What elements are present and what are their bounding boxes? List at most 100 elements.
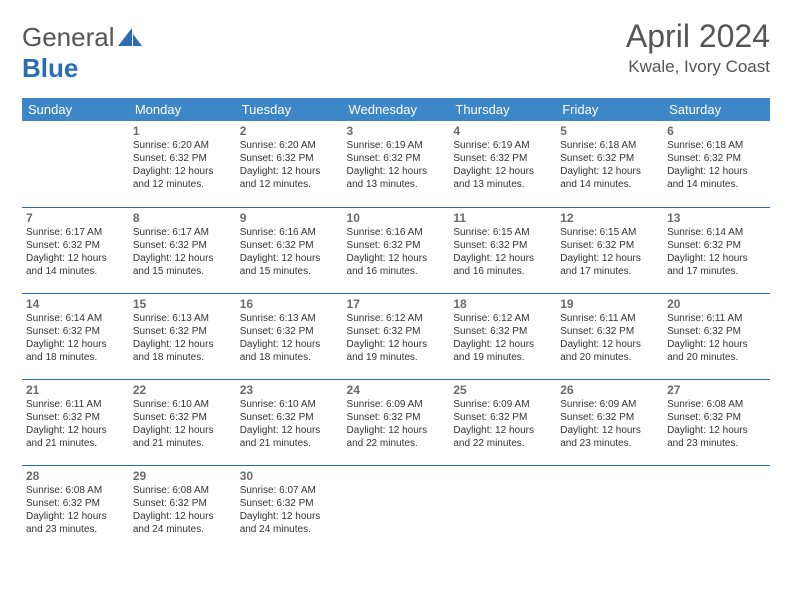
calendar-day-cell: 28Sunrise: 6:08 AMSunset: 6:32 PMDayligh… [22, 465, 129, 551]
day-number: 11 [453, 211, 552, 225]
brand-part2: Blue [22, 53, 78, 83]
sunset-label: Sunset: 6:32 PM [133, 411, 232, 424]
calendar-week-row: 21Sunrise: 6:11 AMSunset: 6:32 PMDayligh… [22, 379, 770, 465]
weekday-header: Saturday [663, 98, 770, 121]
sunrise-label: Sunrise: 6:16 AM [240, 226, 339, 239]
sunset-label: Sunset: 6:32 PM [453, 239, 552, 252]
sunrise-label: Sunrise: 6:11 AM [26, 398, 125, 411]
daylight-label: Daylight: 12 hours and 22 minutes. [453, 424, 552, 450]
sunset-label: Sunset: 6:32 PM [26, 497, 125, 510]
calendar-day-cell: 17Sunrise: 6:12 AMSunset: 6:32 PMDayligh… [343, 293, 450, 379]
sunrise-label: Sunrise: 6:14 AM [667, 226, 766, 239]
calendar-day-cell: 16Sunrise: 6:13 AMSunset: 6:32 PMDayligh… [236, 293, 343, 379]
sunrise-label: Sunrise: 6:13 AM [133, 312, 232, 325]
calendar-day-cell: 12Sunrise: 6:15 AMSunset: 6:32 PMDayligh… [556, 207, 663, 293]
daylight-label: Daylight: 12 hours and 24 minutes. [240, 510, 339, 536]
weekday-header: Wednesday [343, 98, 450, 121]
calendar-day-cell: 2Sunrise: 6:20 AMSunset: 6:32 PMDaylight… [236, 121, 343, 207]
day-number: 2 [240, 124, 339, 138]
weekday-header: Sunday [22, 98, 129, 121]
sunrise-label: Sunrise: 6:11 AM [560, 312, 659, 325]
calendar-day-cell: 7Sunrise: 6:17 AMSunset: 6:32 PMDaylight… [22, 207, 129, 293]
day-number: 27 [667, 383, 766, 397]
sunrise-label: Sunrise: 6:16 AM [347, 226, 446, 239]
calendar-day-cell: 26Sunrise: 6:09 AMSunset: 6:32 PMDayligh… [556, 379, 663, 465]
title-block: April 2024 Kwale, Ivory Coast [626, 18, 770, 77]
day-number: 3 [347, 124, 446, 138]
sunset-label: Sunset: 6:32 PM [453, 152, 552, 165]
day-number: 20 [667, 297, 766, 311]
sunrise-label: Sunrise: 6:08 AM [133, 484, 232, 497]
daylight-label: Daylight: 12 hours and 18 minutes. [26, 338, 125, 364]
daylight-label: Daylight: 12 hours and 12 minutes. [240, 165, 339, 191]
day-number: 17 [347, 297, 446, 311]
sunrise-label: Sunrise: 6:17 AM [133, 226, 232, 239]
calendar-day-cell: 11Sunrise: 6:15 AMSunset: 6:32 PMDayligh… [449, 207, 556, 293]
sunset-label: Sunset: 6:32 PM [347, 325, 446, 338]
day-number: 28 [26, 469, 125, 483]
calendar-table: Sunday Monday Tuesday Wednesday Thursday… [22, 98, 770, 551]
sunrise-label: Sunrise: 6:20 AM [133, 139, 232, 152]
calendar-day-cell: 8Sunrise: 6:17 AMSunset: 6:32 PMDaylight… [129, 207, 236, 293]
daylight-label: Daylight: 12 hours and 12 minutes. [133, 165, 232, 191]
daylight-label: Daylight: 12 hours and 19 minutes. [453, 338, 552, 364]
calendar-day-cell: 21Sunrise: 6:11 AMSunset: 6:32 PMDayligh… [22, 379, 129, 465]
calendar-day-cell: 20Sunrise: 6:11 AMSunset: 6:32 PMDayligh… [663, 293, 770, 379]
calendar-day-cell: 1Sunrise: 6:20 AMSunset: 6:32 PMDaylight… [129, 121, 236, 207]
day-number: 1 [133, 124, 232, 138]
day-number: 29 [133, 469, 232, 483]
calendar-day-cell: 13Sunrise: 6:14 AMSunset: 6:32 PMDayligh… [663, 207, 770, 293]
weekday-header-row: Sunday Monday Tuesday Wednesday Thursday… [22, 98, 770, 121]
sunset-label: Sunset: 6:32 PM [133, 497, 232, 510]
calendar-day-cell: 4Sunrise: 6:19 AMSunset: 6:32 PMDaylight… [449, 121, 556, 207]
brand-part1: General [22, 22, 115, 52]
daylight-label: Daylight: 12 hours and 15 minutes. [240, 252, 339, 278]
calendar-day-cell: 10Sunrise: 6:16 AMSunset: 6:32 PMDayligh… [343, 207, 450, 293]
sunrise-label: Sunrise: 6:15 AM [453, 226, 552, 239]
sunset-label: Sunset: 6:32 PM [133, 239, 232, 252]
sunset-label: Sunset: 6:32 PM [240, 411, 339, 424]
calendar-day-cell: 22Sunrise: 6:10 AMSunset: 6:32 PMDayligh… [129, 379, 236, 465]
calendar-week-row: 28Sunrise: 6:08 AMSunset: 6:32 PMDayligh… [22, 465, 770, 551]
daylight-label: Daylight: 12 hours and 14 minutes. [667, 165, 766, 191]
sunrise-label: Sunrise: 6:10 AM [240, 398, 339, 411]
sunset-label: Sunset: 6:32 PM [667, 152, 766, 165]
day-number: 25 [453, 383, 552, 397]
daylight-label: Daylight: 12 hours and 23 minutes. [560, 424, 659, 450]
sunrise-label: Sunrise: 6:18 AM [560, 139, 659, 152]
day-number: 16 [240, 297, 339, 311]
day-number: 10 [347, 211, 446, 225]
daylight-label: Daylight: 12 hours and 14 minutes. [26, 252, 125, 278]
day-number: 6 [667, 124, 766, 138]
sunrise-label: Sunrise: 6:12 AM [453, 312, 552, 325]
daylight-label: Daylight: 12 hours and 21 minutes. [133, 424, 232, 450]
sunrise-label: Sunrise: 6:10 AM [133, 398, 232, 411]
sunset-label: Sunset: 6:32 PM [667, 411, 766, 424]
sunset-label: Sunset: 6:32 PM [347, 152, 446, 165]
daylight-label: Daylight: 12 hours and 17 minutes. [667, 252, 766, 278]
day-number: 24 [347, 383, 446, 397]
calendar-day-cell: 25Sunrise: 6:09 AMSunset: 6:32 PMDayligh… [449, 379, 556, 465]
calendar-day-cell: 9Sunrise: 6:16 AMSunset: 6:32 PMDaylight… [236, 207, 343, 293]
sunrise-label: Sunrise: 6:08 AM [26, 484, 125, 497]
daylight-label: Daylight: 12 hours and 19 minutes. [347, 338, 446, 364]
day-number: 23 [240, 383, 339, 397]
sunset-label: Sunset: 6:32 PM [667, 325, 766, 338]
daylight-label: Daylight: 12 hours and 18 minutes. [133, 338, 232, 364]
day-number: 30 [240, 469, 339, 483]
day-number: 5 [560, 124, 659, 138]
calendar-week-row: 1Sunrise: 6:20 AMSunset: 6:32 PMDaylight… [22, 121, 770, 207]
sunset-label: Sunset: 6:32 PM [240, 325, 339, 338]
sunset-label: Sunset: 6:32 PM [240, 152, 339, 165]
daylight-label: Daylight: 12 hours and 20 minutes. [560, 338, 659, 364]
calendar-week-row: 7Sunrise: 6:17 AMSunset: 6:32 PMDaylight… [22, 207, 770, 293]
sunset-label: Sunset: 6:32 PM [453, 325, 552, 338]
sunrise-label: Sunrise: 6:07 AM [240, 484, 339, 497]
sunrise-label: Sunrise: 6:18 AM [667, 139, 766, 152]
calendar-day-cell: 30Sunrise: 6:07 AMSunset: 6:32 PMDayligh… [236, 465, 343, 551]
page-header: General Blue April 2024 Kwale, Ivory Coa… [22, 18, 770, 84]
calendar-day-cell: 5Sunrise: 6:18 AMSunset: 6:32 PMDaylight… [556, 121, 663, 207]
sunrise-label: Sunrise: 6:17 AM [26, 226, 125, 239]
daylight-label: Daylight: 12 hours and 16 minutes. [453, 252, 552, 278]
sunrise-label: Sunrise: 6:19 AM [453, 139, 552, 152]
